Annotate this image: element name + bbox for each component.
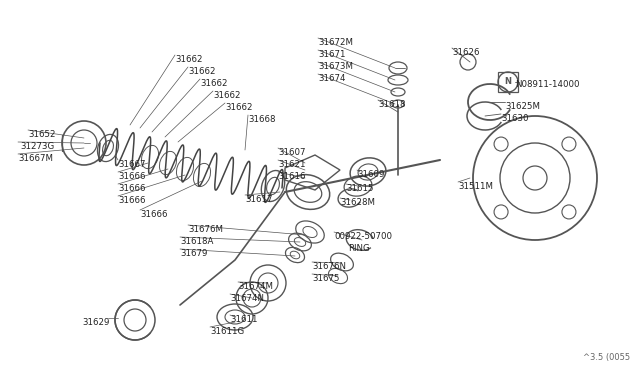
Text: 31629: 31629: [82, 318, 109, 327]
Text: 31674N: 31674N: [230, 294, 264, 303]
Text: 31609: 31609: [357, 170, 385, 179]
Text: 31273G: 31273G: [20, 142, 54, 151]
Text: 31607: 31607: [278, 148, 305, 157]
Text: 31671: 31671: [318, 50, 346, 59]
Text: ^3.5 (0055: ^3.5 (0055: [583, 353, 630, 362]
Text: 31675: 31675: [312, 274, 339, 283]
Text: 31666: 31666: [118, 184, 145, 193]
Text: 31672M: 31672M: [318, 38, 353, 47]
Text: 31511M: 31511M: [458, 182, 493, 191]
Text: 31617: 31617: [245, 195, 273, 204]
Text: 31676M: 31676M: [188, 225, 223, 234]
Text: 31666: 31666: [118, 172, 145, 181]
Text: 31625M: 31625M: [505, 102, 540, 111]
Text: 31662: 31662: [175, 55, 202, 64]
Text: 31666: 31666: [118, 196, 145, 205]
Text: 00922-50700: 00922-50700: [334, 232, 392, 241]
Text: 31676N: 31676N: [312, 262, 346, 271]
Text: 31652: 31652: [28, 130, 56, 139]
Text: 31667: 31667: [118, 160, 145, 169]
Text: 31674M: 31674M: [238, 282, 273, 291]
Text: 31673M: 31673M: [318, 62, 353, 71]
Text: 31611G: 31611G: [210, 327, 244, 336]
Text: 31662: 31662: [213, 91, 241, 100]
Text: 31666: 31666: [140, 210, 168, 219]
Text: RING: RING: [348, 244, 370, 253]
Text: 31674: 31674: [318, 74, 346, 83]
Text: 31662: 31662: [200, 79, 227, 88]
Text: 31628M: 31628M: [340, 198, 375, 207]
Text: 31662: 31662: [225, 103, 253, 112]
Text: N08911-14000: N08911-14000: [515, 80, 579, 89]
Text: 31621: 31621: [278, 160, 305, 169]
Text: N: N: [504, 77, 511, 87]
Text: 31616: 31616: [278, 172, 305, 181]
Text: 31679: 31679: [180, 249, 207, 258]
Text: 31626: 31626: [452, 48, 479, 57]
Text: 31611: 31611: [230, 315, 257, 324]
Text: 31615: 31615: [346, 184, 374, 193]
Text: 31630: 31630: [501, 114, 529, 123]
Text: 31668: 31668: [248, 115, 275, 124]
Text: 31667M: 31667M: [18, 154, 53, 163]
Text: 31618: 31618: [378, 100, 406, 109]
Text: 31618A: 31618A: [180, 237, 213, 246]
Text: 31662: 31662: [188, 67, 216, 76]
